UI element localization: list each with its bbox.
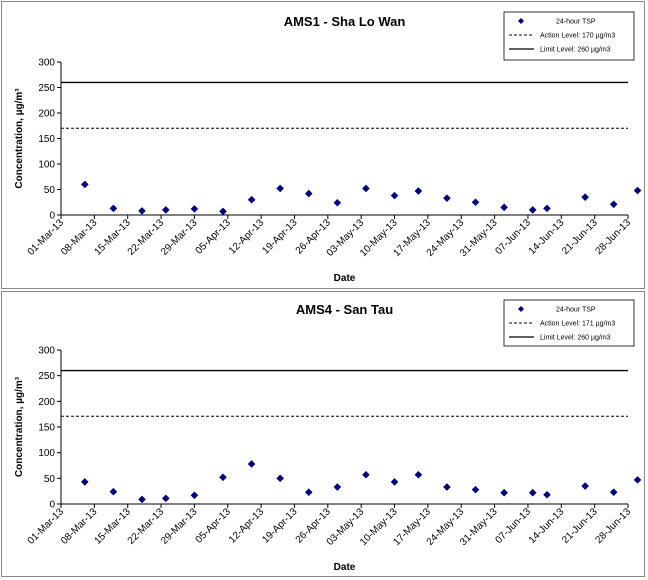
chart-title: AMS4 - San Tau: [296, 302, 393, 317]
data-point: [500, 203, 508, 212]
y-axis-title: Concentration, µg/m³: [14, 88, 25, 189]
legend: 24-hour TSP Action Level: 171 µg/m3 Limi…: [503, 299, 635, 347]
legend-label-action-level: Action Level: 171 µg/m3: [540, 321, 615, 328]
data-point: [138, 495, 146, 504]
data-point: [276, 474, 284, 483]
plot-area: 05010015020025030001-Mar-1308-Mar-1315-M…: [26, 346, 642, 548]
data-point: [219, 207, 227, 216]
data-point: [276, 184, 284, 193]
data-point: [609, 200, 618, 209]
legend-label-limit-level: Limit Level: 260 µg/m3: [540, 335, 611, 342]
x-tick-label: 29-Mar-13: [159, 506, 200, 547]
data-point: [333, 198, 342, 207]
data-point: [543, 204, 551, 213]
data-point: [138, 207, 146, 215]
data-point: [162, 206, 170, 214]
y-tick-label: 0: [49, 500, 55, 511]
y-tick-label: 150: [38, 423, 55, 434]
data-point: [162, 494, 170, 503]
legend-box: [503, 11, 635, 61]
y-tick-label: 200: [38, 109, 55, 120]
data-point: [190, 491, 199, 500]
data-point: [219, 473, 227, 482]
data-point: [333, 483, 342, 491]
chart-ams4: AMS4 - San Tau Date Concentration, µg/m³…: [14, 299, 642, 573]
data-point: [581, 193, 589, 201]
chart-panel-ams4: AMS4 - San Tau Date Concentration, µg/m³…: [1, 291, 645, 577]
y-axis-title: Concentration, µg/m³: [14, 376, 25, 477]
data-point: [581, 482, 589, 490]
chart-title: AMS1 - Sha Lo Wan: [284, 14, 406, 29]
x-tick-label: 05-Apr-13: [194, 217, 234, 257]
data-point: [109, 487, 118, 496]
legend: 24-hour TSP Action Level: 170 µg/m3 Limi…: [503, 11, 635, 61]
data-point: [543, 490, 551, 499]
y-tick-label: 100: [38, 160, 55, 171]
legend-label-limit-level: Limit Level: 260 µg/m3: [540, 47, 611, 54]
data-point: [414, 470, 423, 479]
y-tick-label: 250: [38, 371, 55, 382]
data-point: [633, 186, 642, 195]
data-point: [471, 198, 480, 207]
data-point: [500, 488, 508, 497]
data-point: [443, 194, 451, 202]
y-tick-label: 0: [49, 211, 55, 222]
data-point: [109, 204, 118, 213]
data-point: [443, 483, 451, 491]
y-tick-label: 100: [38, 448, 55, 459]
legend-marker-diamond-icon: [518, 306, 524, 312]
y-tick-label: 50: [44, 474, 56, 485]
plot-area: 05010015020025030001-Mar-1308-Mar-1315-M…: [26, 58, 642, 259]
legend-label-tsp: 24-hour TSP: [556, 19, 596, 26]
legend-label-tsp: 24-hour TSP: [556, 307, 596, 314]
chart-ams1: AMS1 - Sha Lo Wan Date Concentration, µg…: [14, 11, 642, 284]
data-point: [81, 478, 89, 486]
x-tick-label: 05-Apr-13: [194, 506, 234, 546]
x-tick-label: 19-Apr-13: [260, 506, 300, 546]
y-tick-label: 300: [38, 346, 55, 357]
x-tick-label: 28-Jun-13: [594, 217, 634, 257]
legend-label-action-level: Action Level: 170 µg/m3: [540, 33, 615, 40]
x-tick-label: 12-Apr-13: [227, 217, 267, 257]
data-point: [414, 187, 423, 195]
x-axis-title: Date: [334, 562, 356, 573]
data-point: [190, 205, 199, 213]
data-point: [247, 460, 256, 468]
x-axis-title: Date: [334, 273, 356, 284]
data-point: [81, 180, 89, 189]
y-tick-label: 200: [38, 397, 55, 408]
data-point: [362, 470, 370, 479]
data-point: [471, 485, 480, 494]
data-point: [633, 476, 642, 484]
y-tick-label: 50: [44, 185, 56, 196]
data-point: [362, 184, 370, 193]
x-tick-label: 28-Jun-13: [594, 506, 634, 546]
y-tick-label: 150: [38, 134, 55, 145]
data-point: [247, 195, 256, 204]
y-tick-label: 300: [38, 58, 55, 69]
y-tick-label: 250: [38, 83, 55, 94]
x-tick-label: 19-Apr-13: [260, 217, 300, 257]
data-point: [390, 191, 399, 200]
x-tick-label: 12-Apr-13: [227, 506, 267, 546]
data-point: [609, 488, 618, 496]
data-point: [304, 189, 313, 198]
data-point: [528, 206, 537, 214]
data-point: [528, 488, 537, 497]
data-point: [390, 478, 399, 486]
data-point: [304, 488, 313, 496]
x-tick-label: 29-Mar-13: [159, 217, 200, 258]
legend-marker-diamond-icon: [518, 18, 524, 24]
chart-panel-ams1: AMS1 - Sha Lo Wan Date Concentration, µg…: [1, 1, 645, 289]
